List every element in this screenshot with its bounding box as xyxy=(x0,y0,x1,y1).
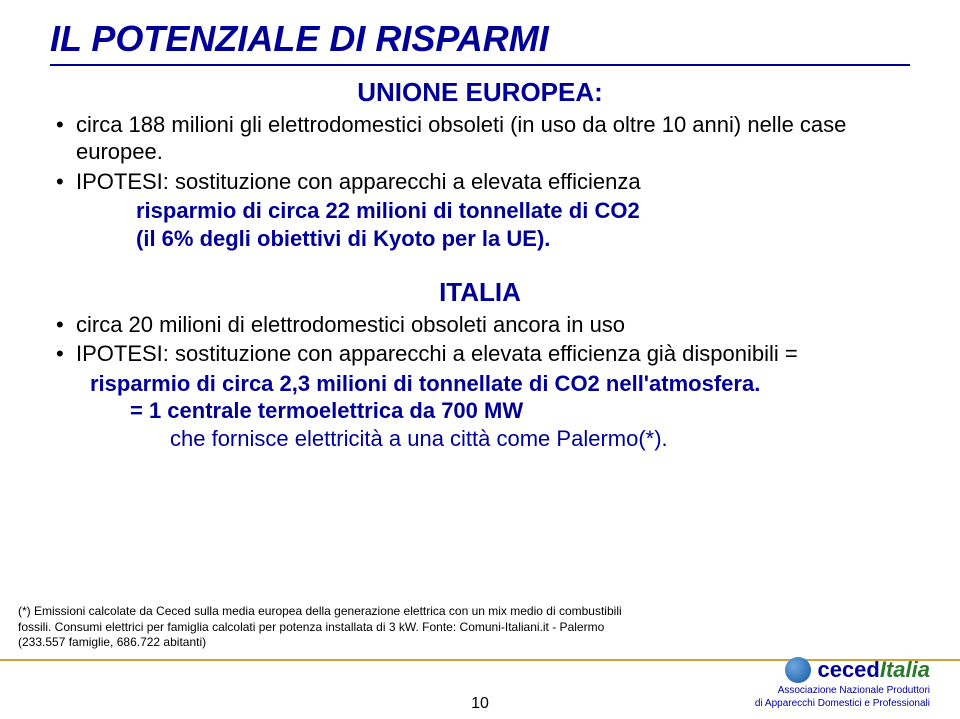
section1-bullet1-text: circa 188 milioni gli elettrodomestici o… xyxy=(76,112,846,165)
slide-title: IL POTENZIALE DI RISPARMI xyxy=(50,18,910,60)
logo-sub1: Associazione Nazionale Produttori xyxy=(755,685,930,696)
page-number: 10 xyxy=(471,695,489,713)
slide: IL POTENZIALE DI RISPARMI UNIONE EUROPEA… xyxy=(0,0,960,719)
content-area: UNIONE EUROPEA: circa 188 milioni gli el… xyxy=(50,76,910,452)
section1-list: circa 188 milioni gli elettrodomestici o… xyxy=(50,111,910,253)
section2-bullet1-text: circa 20 milioni di elettrodomestici obs… xyxy=(76,312,625,337)
globe-icon xyxy=(785,657,811,683)
title-underline xyxy=(50,64,910,66)
section2-bullet1: circa 20 milioni di elettrodomestici obs… xyxy=(50,311,910,339)
section2-result3: che fornisce elettricità a una città com… xyxy=(50,425,910,453)
footnote: (*) Emissioni calcolate da Ceced sulla m… xyxy=(18,604,628,651)
section1-indent1: risparmio di circa 22 milioni di tonnell… xyxy=(76,197,910,225)
logo-sub2: di Apparecchi Domestici e Professionali xyxy=(755,698,930,709)
section2-bullet2-text: IPOTESI: sostituzione con apparecchi a e… xyxy=(76,341,798,366)
section1-bullet1: circa 188 milioni gli elettrodomestici o… xyxy=(50,111,910,166)
logo-row: cecedItalia xyxy=(755,657,930,683)
logo-ceced: ceced xyxy=(817,657,879,682)
section2-list: circa 20 milioni di elettrodomestici obs… xyxy=(50,311,910,368)
section1-indent2: (il 6% degli obiettivi di Kyoto per la U… xyxy=(76,225,910,253)
section2-result1: risparmio di circa 2,3 milioni di tonnel… xyxy=(50,370,910,398)
logo-italia: Italia xyxy=(880,657,930,682)
section2-heading: ITALIA xyxy=(50,276,910,309)
section1-heading: UNIONE EUROPEA: xyxy=(50,76,910,109)
logo-area: cecedItalia Associazione Nazionale Produ… xyxy=(755,657,930,709)
section2: ITALIA circa 20 milioni di elettrodomest… xyxy=(50,276,910,452)
section2-result2: = 1 centrale termoelettrica da 700 MW xyxy=(50,397,910,425)
section1-bullet2: IPOTESI: sostituzione con apparecchi a e… xyxy=(50,168,910,253)
logo-text: cecedItalia xyxy=(817,657,930,683)
section2-bullet2: IPOTESI: sostituzione con apparecchi a e… xyxy=(50,340,910,368)
section1-bullet2-text: IPOTESI: sostituzione con apparecchi a e… xyxy=(76,169,641,194)
